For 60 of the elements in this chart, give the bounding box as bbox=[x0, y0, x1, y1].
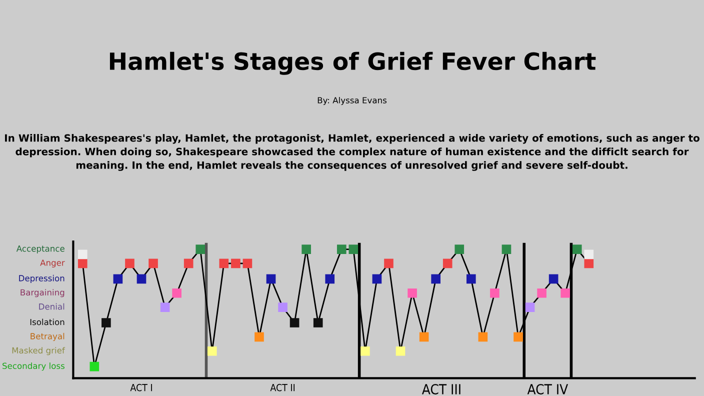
point bbox=[113, 274, 123, 284]
point bbox=[419, 332, 429, 342]
point bbox=[78, 258, 88, 268]
point bbox=[514, 332, 523, 342]
text: Betrayal bbox=[30, 332, 64, 341]
point bbox=[336, 244, 346, 254]
text: Depression bbox=[19, 274, 64, 283]
point bbox=[466, 274, 476, 284]
point bbox=[90, 362, 100, 372]
text: Denial bbox=[39, 303, 64, 310]
point bbox=[313, 318, 323, 328]
text: ACT II bbox=[270, 384, 295, 392]
text: Acceptance bbox=[16, 246, 64, 254]
point bbox=[348, 244, 358, 254]
point bbox=[490, 288, 500, 298]
point bbox=[231, 258, 240, 268]
text: Secondary loss bbox=[2, 362, 64, 371]
point bbox=[148, 258, 158, 268]
point bbox=[431, 274, 440, 284]
text: Isolation bbox=[30, 318, 64, 326]
point bbox=[172, 288, 182, 298]
chart-title: Hamlet's Stages of Grief Fever Chart bbox=[110, 52, 596, 75]
text: ACT I bbox=[130, 384, 152, 392]
point bbox=[290, 318, 300, 328]
point bbox=[196, 244, 206, 254]
text: Bargaining bbox=[20, 289, 64, 298]
point bbox=[560, 288, 570, 298]
point bbox=[136, 274, 146, 284]
text: ACT III bbox=[422, 384, 460, 394]
point bbox=[548, 274, 558, 284]
point bbox=[207, 346, 217, 356]
point bbox=[219, 258, 229, 268]
point bbox=[125, 258, 134, 268]
point bbox=[242, 258, 252, 268]
text: ACT IV bbox=[527, 384, 568, 394]
point bbox=[537, 288, 546, 298]
point bbox=[408, 288, 417, 298]
point bbox=[584, 258, 594, 268]
point bbox=[384, 258, 394, 268]
point bbox=[396, 346, 406, 356]
point bbox=[325, 274, 335, 284]
point bbox=[278, 302, 288, 312]
point bbox=[360, 346, 370, 356]
text: Masked grief bbox=[12, 347, 66, 356]
point bbox=[372, 274, 382, 284]
chart-subtitle: By: Alyssa Evans bbox=[318, 96, 386, 106]
point bbox=[502, 244, 512, 254]
point bbox=[572, 244, 582, 254]
point bbox=[254, 332, 264, 342]
text: Anger bbox=[40, 260, 65, 268]
text: In William Shakespeares's play, Hamlet, the protagonist, Hamlet, experienced a wide variety of emotions, such as anger to depression. When doing so, Shakespeare showcased the complex nature of human existence and the difficlt search for meaning. In the end, Hamlet reveals the consequences of unresolved grief and severe self-doubt. bbox=[5, 134, 700, 171]
point bbox=[478, 332, 488, 342]
point bbox=[184, 258, 194, 268]
point bbox=[454, 244, 464, 254]
point bbox=[160, 302, 170, 312]
point bbox=[266, 274, 276, 284]
point bbox=[102, 318, 111, 328]
point bbox=[302, 244, 311, 254]
point bbox=[442, 258, 452, 268]
point bbox=[525, 302, 535, 312]
